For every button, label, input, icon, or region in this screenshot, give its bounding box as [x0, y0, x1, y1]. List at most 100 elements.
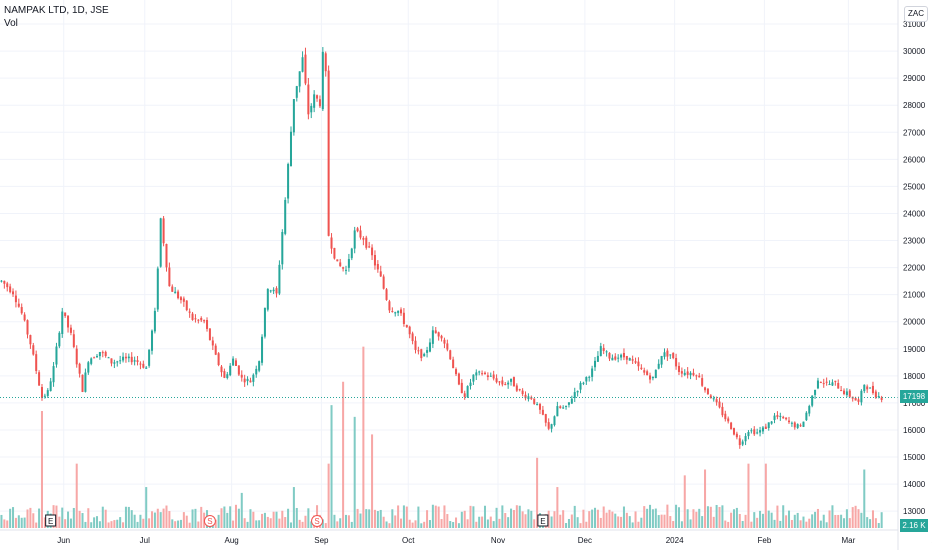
price-tick-label: 31000	[903, 20, 926, 29]
candle-body	[408, 326, 411, 335]
price-tick-label: 14000	[903, 480, 926, 489]
volume-bar	[95, 516, 99, 528]
volume-bar	[565, 523, 568, 528]
candle-body	[651, 376, 654, 379]
currency-badge[interactable]: ZAC	[904, 6, 928, 22]
time-tick-label: Feb	[757, 536, 771, 545]
candle-body	[735, 433, 738, 438]
candle-body	[327, 70, 330, 236]
volume-bar	[446, 514, 449, 528]
earnings-marker[interactable]	[537, 514, 549, 527]
time-axis[interactable]: JunJulAugSepOctNovDec2024FebMarAprMay	[0, 529, 932, 545]
candle-body	[576, 390, 579, 393]
candle-body	[698, 375, 701, 378]
candle-body	[428, 342, 431, 352]
volume-bar	[837, 514, 840, 528]
candle-body	[69, 327, 72, 333]
volume-bar	[177, 520, 180, 528]
candle-body	[67, 315, 70, 328]
volume-bar	[512, 510, 515, 528]
candle-body	[869, 387, 872, 389]
candle-body	[301, 57, 304, 72]
candle-layer	[0, 47, 883, 449]
volume-bar	[232, 520, 235, 528]
price-tick-label: 22000	[903, 264, 926, 273]
volume-bar	[136, 521, 139, 528]
candle-body	[38, 372, 41, 386]
price-axis[interactable]: 13000 14000 15000 16000 17000 18000 19000 20000…	[897, 0, 926, 550]
candle-body	[365, 237, 368, 248]
volume-indicator-label[interactable]: Vol	[4, 18, 18, 29]
volume-bar	[475, 521, 478, 528]
candle-body	[593, 360, 597, 368]
time-tick-label: Aug	[225, 536, 239, 545]
candle-body	[107, 357, 110, 359]
volume-bar	[527, 509, 530, 528]
candle-body	[683, 372, 686, 375]
candle-body	[478, 371, 481, 373]
candle-body	[197, 319, 200, 321]
candle-body	[712, 398, 715, 400]
volume-bar	[402, 505, 405, 528]
symbol-title[interactable]: NAMPAK LTD, 1D, JSE	[4, 5, 109, 16]
candle-body	[547, 422, 550, 429]
volume-bar	[295, 507, 298, 528]
volume-bar	[127, 506, 130, 528]
candle-body	[9, 286, 12, 293]
volume-bar	[657, 515, 660, 528]
candle-body	[400, 309, 403, 314]
candle-body	[321, 51, 324, 110]
volume-bar	[246, 521, 249, 528]
split-marker[interactable]	[311, 515, 324, 527]
candle-body	[284, 199, 287, 234]
split-marker[interactable]	[203, 515, 216, 527]
price-tick-label: 30000	[903, 47, 926, 56]
candle-body	[26, 320, 29, 335]
volume-bar	[344, 514, 348, 528]
candle-body	[84, 372, 87, 392]
candle-body	[767, 422, 770, 429]
candle-body	[316, 95, 319, 99]
volume-bar	[753, 512, 756, 528]
candle-body	[318, 99, 321, 107]
candle-body	[344, 269, 348, 271]
candle-body	[793, 422, 796, 428]
volume-bar	[64, 519, 67, 528]
volume-bar	[397, 505, 400, 528]
candle-body	[825, 381, 828, 383]
volume-bar	[593, 507, 597, 528]
volume-bar	[588, 511, 591, 528]
candle-body	[799, 425, 802, 427]
candle-body	[188, 311, 191, 313]
volume-bar	[854, 505, 857, 528]
volume-bar	[689, 519, 692, 528]
volume-bar	[148, 518, 151, 528]
candle-body	[394, 312, 397, 314]
candle-body	[191, 313, 194, 320]
volume-bar	[321, 519, 324, 528]
candle-body	[753, 429, 756, 435]
volume-bar	[9, 508, 12, 528]
time-tick-label: Oct	[402, 536, 415, 545]
volume-bar	[0, 514, 3, 528]
candle-body	[727, 418, 730, 422]
volume-bar	[98, 521, 101, 528]
candle-body	[538, 404, 542, 410]
candle-body	[689, 372, 692, 376]
earnings-marker[interactable]	[45, 514, 57, 527]
volume-bar	[460, 511, 463, 528]
candle-body	[779, 415, 782, 417]
candle-body	[805, 412, 808, 421]
candle-body	[75, 348, 78, 365]
volume-bar	[724, 520, 727, 528]
candle-body	[266, 288, 269, 310]
volume-bar	[814, 511, 817, 528]
candle-body	[816, 380, 819, 389]
candle-body	[127, 356, 130, 359]
candle-body	[654, 369, 657, 378]
volume-bar	[356, 508, 359, 528]
candle-body	[179, 297, 182, 301]
candle-body	[49, 381, 52, 391]
volume-bar	[625, 512, 628, 528]
